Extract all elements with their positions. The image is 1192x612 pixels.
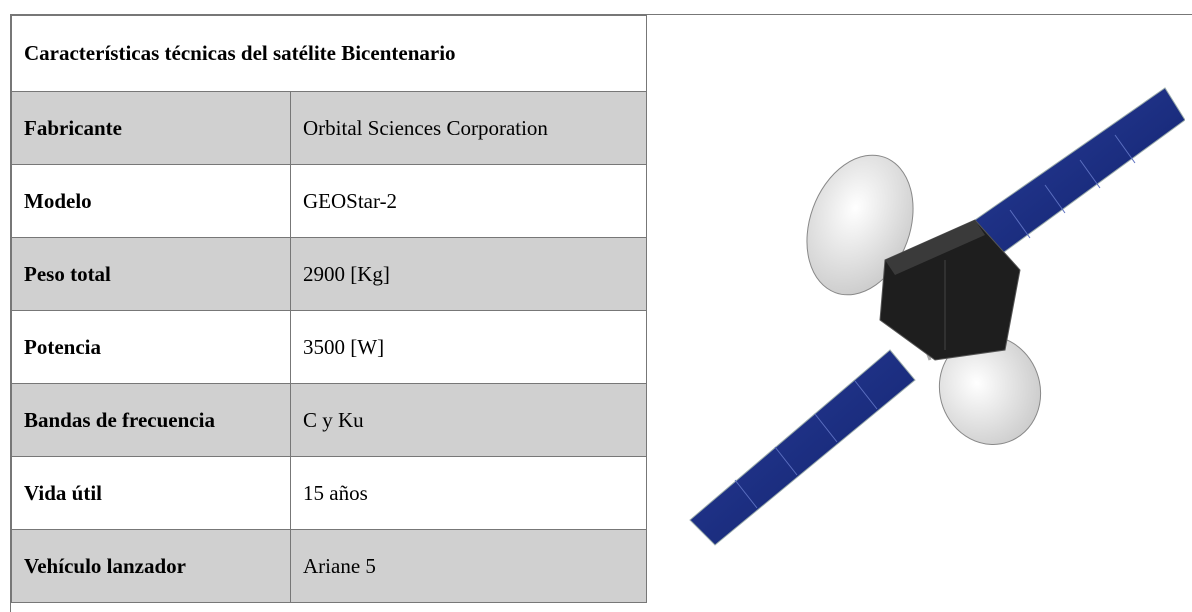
row-value: GEOStar-2 xyxy=(290,164,647,238)
spec-table: Características técnicas del satélite Bi… xyxy=(11,15,647,603)
table-row: Fabricante Orbital Sciences Corporation xyxy=(11,91,647,165)
table-title: Características técnicas del satélite Bi… xyxy=(11,15,647,92)
row-label: Modelo xyxy=(11,164,291,238)
table-row: Modelo GEOStar-2 xyxy=(11,164,647,238)
row-label: Vida útil xyxy=(11,456,291,530)
row-value: C y Ku xyxy=(290,383,647,457)
row-value: Orbital Sciences Corporation xyxy=(290,91,647,165)
row-label: Peso total xyxy=(11,237,291,311)
row-label: Bandas de frecuencia xyxy=(11,383,291,457)
row-label: Vehículo lanzador xyxy=(11,529,291,603)
table-row: Peso total 2900 [Kg] xyxy=(11,237,647,311)
row-label: Potencia xyxy=(11,310,291,384)
row-value: 2900 [Kg] xyxy=(290,237,647,311)
row-value: 3500 [W] xyxy=(290,310,647,384)
document-frame: Características técnicas del satélite Bi… xyxy=(10,14,1192,612)
row-value: Ariane 5 xyxy=(290,529,647,603)
table-row: Potencia 3500 [W] xyxy=(11,310,647,384)
satellite-image xyxy=(689,87,1185,546)
table-body: Características técnicas del satélite Bi… xyxy=(11,15,647,603)
table-row: Bandas de frecuencia C y Ku xyxy=(11,383,647,457)
title-row: Características técnicas del satélite Bi… xyxy=(11,15,647,92)
row-value: 15 años xyxy=(290,456,647,530)
table-row: Vida útil 15 años xyxy=(11,456,647,530)
table-row: Vehículo lanzador Ariane 5 xyxy=(11,529,647,603)
row-label: Fabricante xyxy=(11,91,291,165)
